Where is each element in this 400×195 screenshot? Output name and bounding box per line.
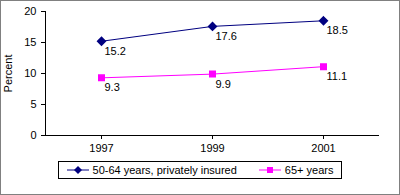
svg-text:5: 5 — [30, 98, 36, 110]
svg-text:1999: 1999 — [200, 142, 224, 154]
svg-text:11.1: 11.1 — [327, 70, 348, 82]
svg-text:9.3: 9.3 — [105, 81, 120, 93]
svg-text:Percent: Percent — [2, 55, 14, 93]
svg-text:0: 0 — [30, 129, 36, 141]
svg-text:18.5: 18.5 — [327, 24, 348, 36]
svg-text:2001: 2001 — [311, 142, 335, 154]
svg-text:17.6: 17.6 — [216, 30, 237, 42]
svg-text:15: 15 — [24, 36, 36, 48]
svg-text:20: 20 — [24, 5, 36, 17]
svg-text:1997: 1997 — [89, 142, 113, 154]
html-text:50-64 years, privately insured: 50-64 years, privately insured — [92, 164, 237, 176]
svg-text:9.9: 9.9 — [216, 78, 231, 90]
svg-text:15.2: 15.2 — [105, 45, 126, 57]
svg-text:10: 10 — [24, 67, 36, 79]
html-text:65+ years: 65+ years — [284, 164, 334, 176]
